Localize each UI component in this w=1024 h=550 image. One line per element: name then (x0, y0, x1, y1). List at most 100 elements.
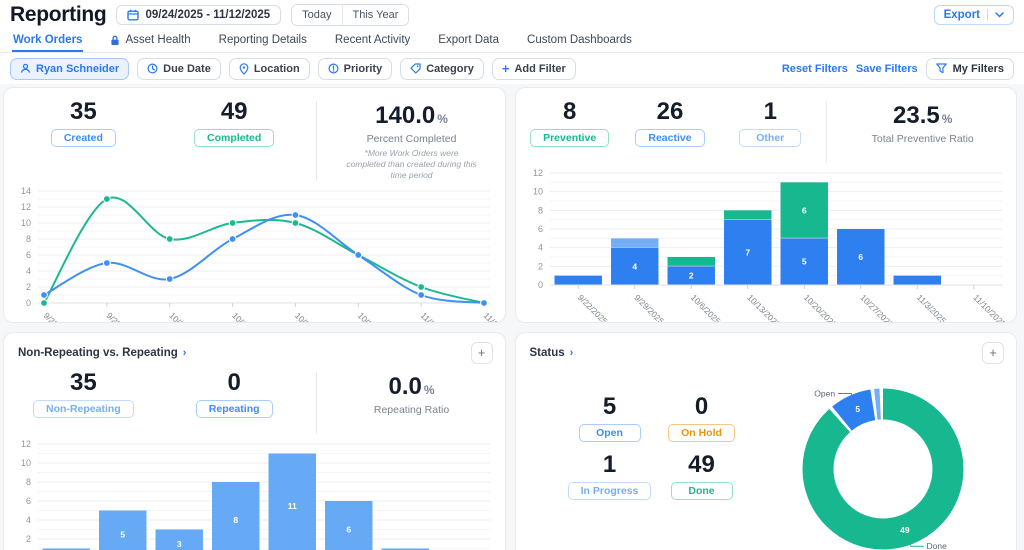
tab-reporting-details[interactable]: Reporting Details (218, 34, 307, 46)
non-repeating-chip[interactable]: Non-Repeating (33, 400, 134, 419)
non-repeating-bar-chart: 0246810129/22/20259/29/202510/6/202510/1… (4, 434, 505, 550)
panel-title[interactable]: Non-Repeating vs. Repeating (18, 347, 178, 359)
funnel-icon (935, 63, 947, 74)
svg-text:8: 8 (26, 477, 31, 487)
save-filters-link[interactable]: Save Filters (855, 62, 918, 75)
reactive-count: 26 (656, 98, 684, 125)
svg-text:8: 8 (233, 515, 238, 525)
svg-text:11/3/2025: 11/3/2025 (419, 310, 453, 323)
reset-filters-link[interactable]: Reset Filters (781, 62, 848, 75)
percent-completed-note: *More Work Orders were completed than cr… (346, 148, 477, 181)
stat-non-repeating: 35 Non-Repeating (8, 370, 159, 419)
repeating-count: 0 (227, 369, 241, 396)
other-chip[interactable]: Other (739, 129, 802, 148)
expand-chart-button[interactable]: + (470, 342, 493, 364)
svg-text:3: 3 (177, 539, 182, 549)
filter-chip-priority[interactable]: Priority (317, 57, 393, 80)
stats-row: 35 Created 49 Completed 140.0% Percent C… (4, 88, 505, 182)
svg-text:6: 6 (858, 252, 863, 262)
svg-text:6: 6 (537, 224, 542, 234)
svg-text:10/27/2025: 10/27/2025 (858, 292, 895, 323)
svg-text:0: 0 (537, 280, 542, 290)
completed-chip[interactable]: Completed (194, 129, 275, 148)
add-filter-button[interactable]: + Add Filter (491, 57, 576, 80)
panel-status: Status › + 5 Open 0 On Hold 1 In Progres… (514, 332, 1017, 550)
svg-text:9/29/2025: 9/29/2025 (104, 310, 138, 323)
divider (315, 372, 317, 434)
export-button[interactable]: Export | (933, 5, 1014, 25)
on-hold-chip[interactable]: On Hold (668, 424, 735, 443)
svg-text:10/27/2025: 10/27/2025 (356, 310, 393, 323)
chevron-right-icon: › (182, 347, 187, 359)
preventive-reactive-bar-chart: 0 2 4 6 8 10 12 9/22/2025 9/29/2025 10/6/2025 10/1… (516, 163, 1017, 323)
svg-text:10/20/2025: 10/20/2025 (293, 310, 330, 323)
tab-recent-activity[interactable]: Recent Activity (334, 34, 411, 46)
repeating-ratio-block: 0.0% Repeating Ratio (323, 370, 501, 416)
status-donut-chart: 49 Done 5 Open (766, 361, 1006, 550)
done-count: 49 (688, 451, 715, 479)
completed-count: 49 (220, 98, 248, 125)
my-filters-button[interactable]: My Filters (925, 57, 1014, 80)
date-presets: Today This Year (291, 4, 410, 26)
stat-in-progress: 1 In Progress (567, 452, 652, 501)
svg-text:2: 2 (26, 534, 31, 544)
filter-chip-assignee[interactable]: Ryan Schneider (10, 57, 130, 80)
date-range-value: 09/24/2025 - 11/12/2025 (145, 9, 271, 21)
created-completed-line-chart: 0 2 4 6 8 10 12 14 9/22/2025 9/29/2025 10/6/2025 10… (4, 181, 505, 323)
stat-completed: 49 Completed (159, 98, 310, 148)
svg-text:4: 4 (537, 243, 542, 253)
location-pin-icon (239, 62, 249, 75)
svg-text:8: 8 (537, 205, 542, 215)
tab-export-data[interactable]: Export Data (438, 34, 500, 46)
expand-chart-button[interactable]: + (982, 342, 1004, 364)
done-chip[interactable]: Done (670, 482, 733, 501)
today-button[interactable]: Today (292, 5, 342, 25)
svg-text:6: 6 (346, 525, 351, 535)
panel-title[interactable]: Status (529, 347, 565, 359)
panel-header: Status › + (516, 333, 1017, 364)
svg-text:12: 12 (532, 168, 542, 178)
svg-text:6: 6 (26, 250, 31, 260)
stat-created: 35 Created (8, 99, 159, 148)
svg-text:8: 8 (26, 234, 31, 244)
svg-text:0: 0 (26, 298, 31, 308)
svg-text:11: 11 (288, 501, 297, 511)
open-chip[interactable]: Open (578, 424, 641, 443)
svg-text:2: 2 (537, 261, 542, 271)
tab-asset-health[interactable]: Asset Health (109, 31, 191, 52)
svg-text:10: 10 (21, 218, 31, 228)
tab-custom-dashboards[interactable]: Custom Dashboards (527, 34, 632, 46)
svg-text:2: 2 (688, 271, 693, 281)
svg-text:4: 4 (632, 261, 637, 271)
svg-text:6: 6 (801, 205, 806, 215)
created-chip[interactable]: Created (50, 129, 116, 148)
svg-text:9/22/2025: 9/22/2025 (42, 310, 76, 323)
svg-text:10/13/2025: 10/13/2025 (230, 310, 267, 323)
filter-chip-due-date[interactable]: Due Date (137, 57, 221, 80)
svg-text:9/29/2025: 9/29/2025 (632, 292, 666, 323)
svg-text:4: 4 (26, 515, 31, 525)
panel-non-repeating: Non-Repeating vs. Repeating › + 35 Non-R… (3, 332, 506, 550)
filter-chip-category[interactable]: Category (400, 57, 484, 80)
preventive-chip[interactable]: Preventive (530, 129, 610, 148)
open-count: 5 (602, 393, 617, 420)
svg-text:Open: Open (814, 388, 835, 398)
on-hold-count: 0 (694, 393, 709, 420)
date-range-picker[interactable]: 09/24/2025 - 11/12/2025 (116, 5, 282, 25)
page-header: Reporting 09/24/2025 - 11/12/2025 Today … (0, 0, 1024, 28)
reactive-chip[interactable]: Reactive (635, 129, 705, 148)
in-progress-chip[interactable]: In Progress (567, 482, 652, 501)
repeating-chip[interactable]: Repeating (195, 400, 273, 419)
this-year-button[interactable]: This Year (341, 5, 409, 25)
filter-chip-location[interactable]: Location (228, 57, 310, 80)
stat-repeating: 0 Repeating (159, 369, 310, 419)
tab-work-orders[interactable]: Work Orders (12, 31, 83, 52)
stat-preventive: 8 Preventive (520, 98, 620, 148)
clock-icon (147, 63, 158, 74)
page-title: Reporting (10, 3, 107, 26)
svg-text:10: 10 (532, 187, 542, 197)
tab-bar: Work Orders Asset Health Reporting Detai… (0, 28, 1024, 53)
panel-created-vs-completed: 35 Created 49 Completed 140.0% Percent C… (3, 87, 506, 323)
preventive-ratio-label: Total Preventive Ratio (871, 133, 974, 145)
preventive-count: 8 (562, 98, 577, 125)
